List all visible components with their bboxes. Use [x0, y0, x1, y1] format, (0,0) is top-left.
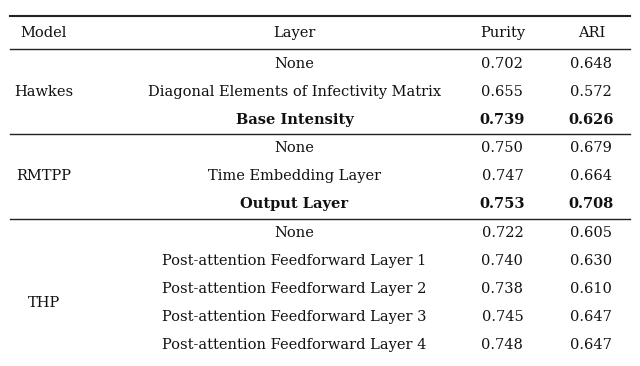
Text: 0.605: 0.605 [570, 225, 612, 240]
Text: 0.655: 0.655 [481, 85, 524, 99]
Text: ARI: ARI [578, 26, 605, 40]
Text: 0.739: 0.739 [480, 113, 525, 127]
Text: Post-attention Feedforward Layer 1: Post-attention Feedforward Layer 1 [163, 254, 426, 268]
Text: 0.647: 0.647 [570, 338, 612, 352]
Text: Diagonal Elements of Infectivity Matrix: Diagonal Elements of Infectivity Matrix [148, 85, 441, 99]
Text: Hawkes: Hawkes [14, 85, 73, 99]
Text: RMTPP: RMTPP [16, 169, 71, 183]
Text: 0.630: 0.630 [570, 254, 612, 268]
Text: THP: THP [28, 296, 60, 310]
Text: 0.740: 0.740 [481, 254, 524, 268]
Text: 0.572: 0.572 [570, 85, 612, 99]
Text: 0.750: 0.750 [481, 141, 524, 155]
Text: Layer: Layer [273, 26, 316, 40]
Text: 0.647: 0.647 [570, 310, 612, 324]
Text: 0.708: 0.708 [569, 197, 614, 212]
Text: Purity: Purity [480, 26, 525, 40]
Text: Post-attention Feedforward Layer 4: Post-attention Feedforward Layer 4 [162, 338, 427, 352]
Text: None: None [275, 225, 314, 240]
Text: Post-attention Feedforward Layer 3: Post-attention Feedforward Layer 3 [162, 310, 427, 324]
Text: None: None [275, 56, 314, 71]
Text: 0.610: 0.610 [570, 282, 612, 296]
Text: 0.626: 0.626 [568, 113, 614, 127]
Text: 0.747: 0.747 [481, 169, 524, 183]
Text: 0.679: 0.679 [570, 141, 612, 155]
Text: Base Intensity: Base Intensity [236, 113, 353, 127]
Text: 0.702: 0.702 [481, 56, 524, 71]
Text: 0.722: 0.722 [481, 225, 524, 240]
Text: 0.738: 0.738 [481, 282, 524, 296]
Text: None: None [275, 141, 314, 155]
Text: 0.648: 0.648 [570, 56, 612, 71]
Text: 0.748: 0.748 [481, 338, 524, 352]
Text: Time Embedding Layer: Time Embedding Layer [208, 169, 381, 183]
Text: 0.745: 0.745 [481, 310, 524, 324]
Text: 0.664: 0.664 [570, 169, 612, 183]
Text: Model: Model [20, 26, 67, 40]
Text: 0.753: 0.753 [479, 197, 525, 212]
Text: Output Layer: Output Layer [241, 197, 348, 212]
Text: Post-attention Feedforward Layer 2: Post-attention Feedforward Layer 2 [162, 282, 427, 296]
